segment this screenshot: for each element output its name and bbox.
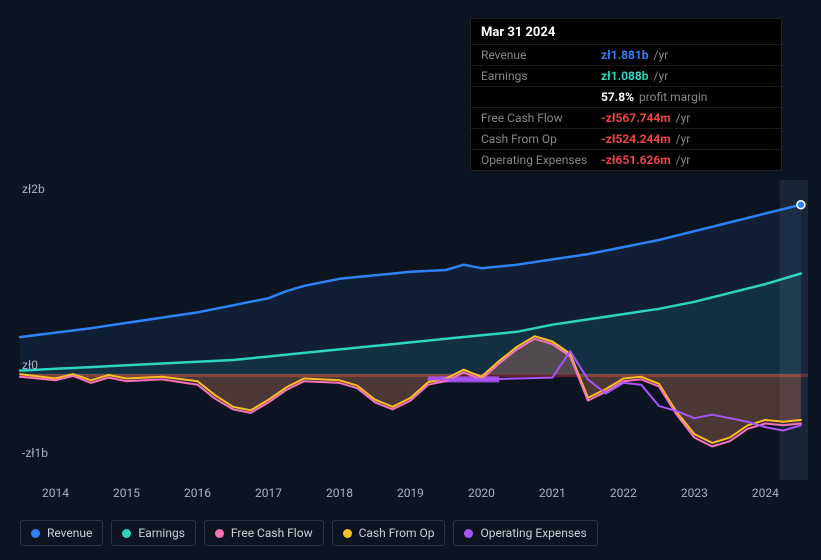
legend-label: Earnings [138,526,185,540]
legend-label: Operating Expenses [480,526,586,540]
legend-dot [343,529,352,538]
x-tick-label: 2015 [113,486,140,500]
legend-item[interactable]: Operating Expenses [453,520,597,546]
x-tick-label: 2017 [255,486,282,500]
legend-dot [31,529,40,538]
x-tick-label: 2022 [610,486,637,500]
x-tick-label: 2024 [752,486,779,500]
x-tick-label: 2021 [539,486,566,500]
y-label-0: zł0 [22,358,38,372]
legend-label: Cash From Op [359,526,435,540]
tooltip-row: Cash From Op-zł524.244m /yr [471,128,781,149]
x-tick-label: 2014 [42,486,69,500]
chart-tooltip: Mar 31 2024 Revenuezł1.881b /yrEarningsz… [470,18,782,171]
legend-dot [464,529,473,538]
chart-legend: Revenue Earnings Free Cash Flow Cash From O… [20,520,598,546]
x-tick-label: 2023 [681,486,708,500]
y-label-n1b: -zł1b [22,446,48,460]
legend-item[interactable]: Revenue [20,520,103,546]
y-label-2b: zł2b [22,182,45,196]
x-tick-label: 2019 [397,486,424,500]
tooltip-date: Mar 31 2024 [471,19,781,44]
legend-label: Free Cash Flow [231,526,313,540]
tooltip-row: Operating Expenses-zł651.626m /yr [471,149,781,170]
x-tick-label: 2016 [184,486,211,500]
legend-dot [215,529,224,538]
legend-dot [122,529,131,538]
x-tick-label: 2020 [468,486,495,500]
tooltip-row: 57.8% profit margin [471,86,781,107]
x-tick-label: 2018 [326,486,353,500]
legend-item[interactable]: Cash From Op [332,520,446,546]
legend-label: Revenue [47,526,92,540]
legend-item[interactable]: Free Cash Flow [204,520,324,546]
legend-item[interactable]: Earnings [111,520,196,546]
tooltip-row: Free Cash Flow-zł567.744m /yr [471,107,781,128]
tooltip-row: Revenuezł1.881b /yr [471,44,781,65]
tooltip-row: Earningszł1.088b /yr [471,65,781,86]
